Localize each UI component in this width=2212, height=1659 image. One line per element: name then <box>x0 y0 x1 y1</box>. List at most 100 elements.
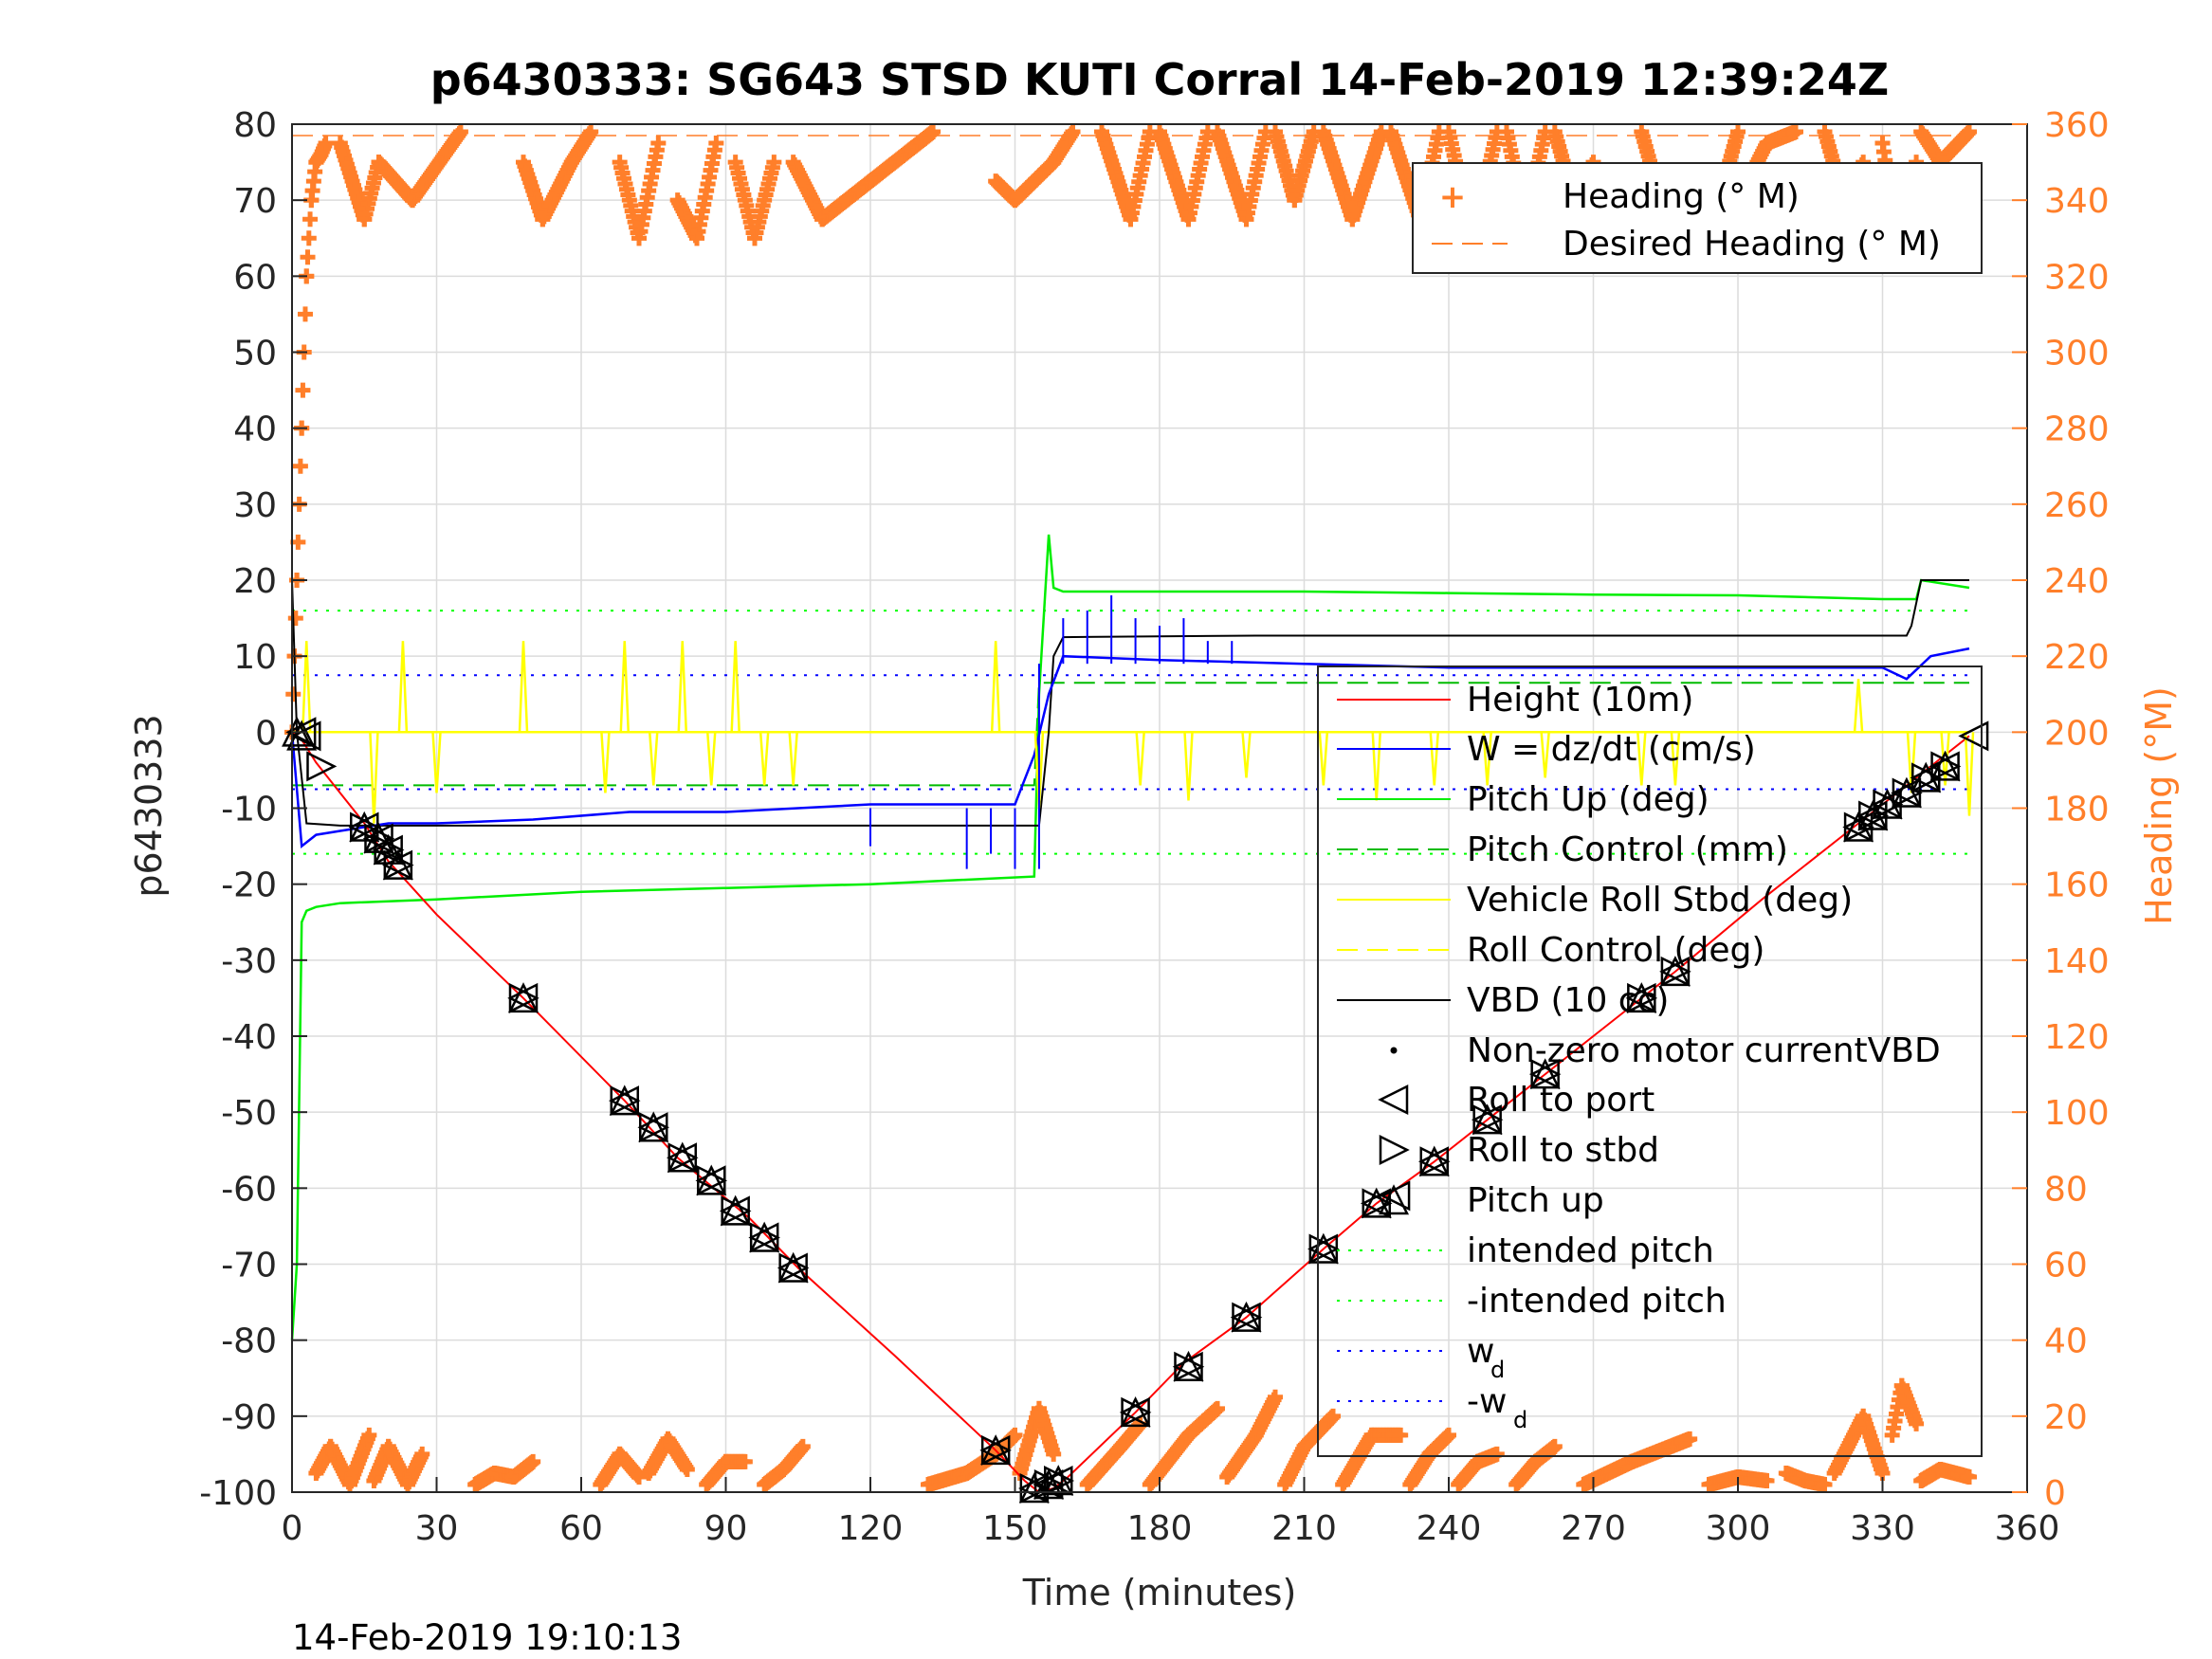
roll-spike <box>649 732 659 786</box>
roll-to-stbd-marker <box>1174 1351 1205 1382</box>
pitch-up-marker <box>1033 1468 1065 1500</box>
x-tick-label: 90 <box>704 1509 748 1548</box>
pitch-up-marker <box>777 1251 809 1283</box>
roll-spike <box>706 732 717 786</box>
roll-to-stbd-marker <box>1530 1059 1562 1090</box>
x-tick-label: 180 <box>1127 1509 1193 1548</box>
heading-point <box>1682 1431 1698 1447</box>
roll-spike <box>730 641 740 733</box>
y-tick-label: -30 <box>221 942 277 981</box>
heading-point <box>525 1453 541 1469</box>
legend-key-marker <box>1378 1184 1410 1215</box>
heading-segment <box>467 1453 541 1492</box>
axis-ticks: 0 30 60 90 120 150 180 210 240 270 300 330 360-100-9… <box>199 106 2109 1548</box>
roll-spike <box>1636 732 1647 786</box>
y-tick-label: -40 <box>221 1018 277 1057</box>
x-tick-label: 330 <box>1850 1509 1915 1548</box>
x-tick-label: 240 <box>1417 1509 1482 1548</box>
roll-spike <box>1940 732 1950 786</box>
roll-spike <box>1371 732 1381 801</box>
heading-point <box>1730 124 1746 140</box>
roll-spike <box>302 641 312 733</box>
legend-entry-motor-current: Non-zero motor currentVBD <box>1467 1031 1941 1070</box>
legend-entry-wd: w <box>1467 1332 1494 1371</box>
y-tick-label: 0 <box>255 714 277 753</box>
x-tick-label: 270 <box>1561 1509 1626 1548</box>
legend-entry-neg-wd: -w <box>1467 1382 1507 1421</box>
heading-segment <box>1219 1389 1283 1485</box>
series-line <box>291 579 1969 827</box>
roll-to-stbd-marker <box>1472 1104 1504 1136</box>
pitch-up-marker <box>1529 1058 1561 1089</box>
heading-point <box>318 136 334 152</box>
legend-entry-pitch-up: Pitch Up (deg) <box>1467 780 1709 819</box>
heading-segment <box>1884 1377 1925 1443</box>
heading-point <box>631 1468 647 1485</box>
heading-point <box>1325 1408 1341 1424</box>
heading-point <box>295 382 311 398</box>
heading-segment <box>366 1438 430 1492</box>
heading-point <box>292 458 308 474</box>
legend-entry-roll-control: Roll Control (deg) <box>1467 931 1764 970</box>
pitch-up-marker <box>373 833 404 865</box>
heading-point <box>1909 1415 1925 1431</box>
heading-point <box>300 249 316 265</box>
y-tick-label: 60 <box>233 258 277 297</box>
heading-segment <box>1152 124 1216 228</box>
roll-to-stbd-marker <box>697 1165 728 1196</box>
x-tick-label: 0 <box>282 1509 303 1548</box>
roll-spike <box>1135 732 1145 786</box>
heading-point <box>414 1446 430 1462</box>
pitch-up-marker <box>696 1164 727 1195</box>
heading-segment <box>641 1431 695 1481</box>
pitch-up-marker <box>1659 956 1691 987</box>
legend-entry-vehicle-roll: Vehicle Roll Stbd (deg) <box>1467 881 1853 920</box>
heading-point <box>679 1461 695 1477</box>
heading-point <box>452 124 468 140</box>
reference-lines <box>292 135 1969 855</box>
roll-spike <box>1853 679 1864 733</box>
heading-segment <box>1701 1468 1775 1492</box>
grid <box>291 123 2028 1493</box>
series-line <box>290 647 1970 849</box>
heading-segment <box>727 155 782 246</box>
pitch-up-marker <box>382 848 413 880</box>
heading-point <box>766 155 782 171</box>
series-line <box>290 534 1970 1340</box>
roll-spike <box>1183 732 1194 801</box>
legend-entry-roll-to-port: Roll to port <box>1467 1081 1654 1120</box>
y2-tick-label: 100 <box>2044 1094 2110 1133</box>
roll-spike <box>1906 732 1917 793</box>
y2-tick-label: 180 <box>2044 791 2110 830</box>
y-tick-label: -70 <box>221 1247 277 1285</box>
y2-tick-label: 80 <box>2044 1170 2088 1209</box>
pitch-up-marker <box>1418 1145 1450 1176</box>
heading-point <box>925 124 941 140</box>
roll-to-stbd-marker <box>1892 777 1923 809</box>
heading-segment <box>1012 1400 1062 1481</box>
roll-to-stbd-marker <box>1843 811 1874 843</box>
y2-axis-label: Heading (°M) <box>2138 686 2180 925</box>
roll-to-stbd-marker <box>639 1112 670 1143</box>
pitch-up-marker <box>749 1221 780 1252</box>
heading-segment <box>1451 1446 1505 1492</box>
y-tick-label: -10 <box>221 791 277 830</box>
pitch-up-marker <box>1043 1465 1074 1496</box>
heading-segment <box>1402 1427 1456 1492</box>
y2-tick-label: 240 <box>2044 562 2110 601</box>
heading-segment <box>669 136 724 246</box>
y-tick-label: 10 <box>233 638 277 677</box>
roll-to-stbd-marker <box>1019 1472 1051 1504</box>
roll-spike <box>677 641 687 733</box>
y2-tick-label: 160 <box>2044 866 2110 905</box>
heading-point <box>1210 1400 1225 1416</box>
roll-spike <box>619 641 630 733</box>
y2-tick-label: 260 <box>2044 486 2110 525</box>
heading-segment <box>1277 1408 1341 1492</box>
legend-entry-intended-pitch: intended pitch <box>1467 1231 1714 1270</box>
pitch-up-marker <box>720 1194 751 1226</box>
roll-spike <box>431 732 442 793</box>
roll-to-port-marker <box>290 720 321 752</box>
legend-entry-w: W = dz/dt (cm/s) <box>1467 730 1756 769</box>
heading-segment <box>516 124 599 228</box>
